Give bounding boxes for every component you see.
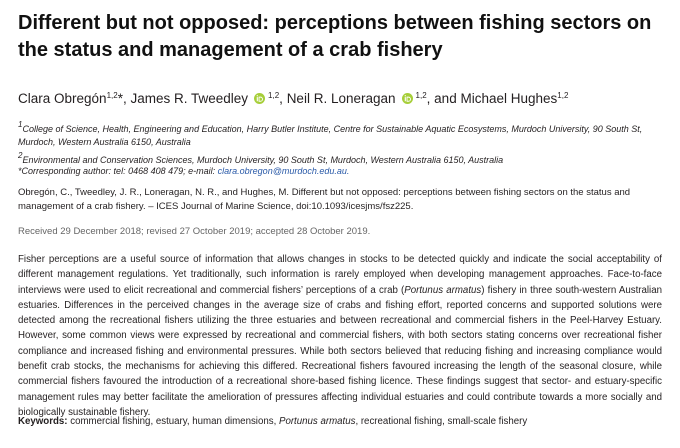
- abstract-text: ) fishery in three south-western Austral…: [18, 284, 662, 418]
- corresponding: *Corresponding author: tel: 0468 408 479…: [18, 166, 662, 176]
- suffix: *,: [117, 91, 127, 106]
- conjunction: and: [434, 91, 457, 106]
- sup: 2: [18, 151, 23, 160]
- sup: 1: [18, 120, 23, 129]
- orcid-icon[interactable]: [254, 93, 266, 104]
- affiliation-text: Environmental and Conservation Sciences,…: [22, 155, 504, 165]
- keywords: Keywords: commercial fishing, estuary, h…: [18, 416, 662, 427]
- author: Neil R. Loneragan: [286, 91, 396, 106]
- affiliation: 1College of Science, Health, Engineering…: [18, 118, 662, 149]
- keywords-label: Keywords:: [18, 416, 68, 427]
- author: James R. Tweedley: [130, 91, 249, 106]
- sup: 1,2: [557, 91, 569, 100]
- species: Portunus armatus: [278, 416, 356, 427]
- suffix: ,: [426, 91, 431, 106]
- keywords-text: , recreational fishing, small-scale fish…: [355, 416, 528, 427]
- orcid-icon[interactable]: [401, 93, 413, 104]
- abstract-text: Fisher perceptions are a useful source o…: [18, 254, 662, 296]
- authors: Clara Obregón1,2*, James R. Tweedley 1,2,…: [18, 91, 662, 106]
- keywords-text: commercial fishing, estuary, human dimen…: [70, 416, 277, 427]
- citation: Obregón, C., Tweedley, J. R., Loneragan,…: [18, 187, 631, 212]
- species: Portunus armatus: [404, 284, 482, 296]
- email[interactable]: clara.obregon@murdoch.edu.au.: [217, 166, 350, 176]
- author: Michael Hughes: [460, 91, 558, 106]
- affiliation: 2Environmental and Conservation Sciences…: [18, 149, 662, 167]
- suffix: ,: [279, 91, 283, 106]
- sup: 1,2: [268, 91, 280, 100]
- affiliations: 1College of Science, Health, Engineering…: [18, 118, 662, 167]
- author: Clara Obregón: [18, 91, 107, 106]
- title: Different but not opposed: perceptions b…: [18, 12, 652, 61]
- corresponding-text: *Corresponding author: tel: 0468 408 479…: [18, 166, 216, 176]
- sup: 1,2: [106, 91, 118, 100]
- sup: 1,2: [415, 91, 427, 100]
- affiliation-text: College of Science, Health, Engineering …: [18, 124, 643, 147]
- received: Received 29 December 2018; revised 27 Oc…: [18, 226, 371, 237]
- abstract: Fisher perceptions are a useful source o…: [18, 252, 662, 420]
